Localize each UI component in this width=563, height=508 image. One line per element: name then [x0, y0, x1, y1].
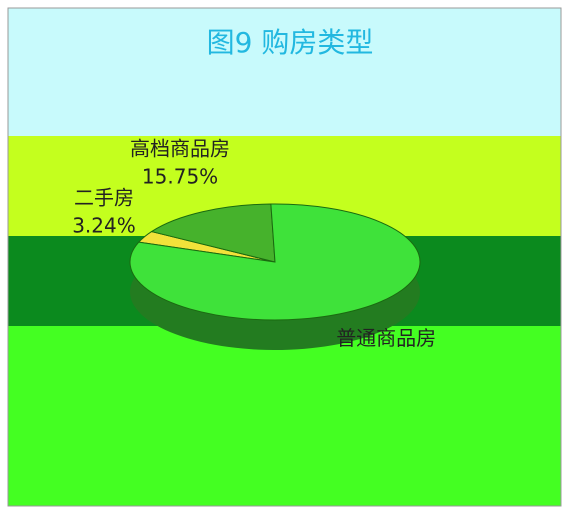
header-band — [8, 8, 561, 136]
value-label: 3.24% — [72, 213, 136, 237]
slice-label: 二手房 — [74, 185, 134, 209]
value-label: 15.75% — [142, 165, 218, 189]
lower-band — [8, 326, 561, 506]
slice-label: 高档商品房 — [130, 137, 230, 161]
chart-title: 图9 购房类型 — [207, 26, 374, 59]
slice-label: 普通商品房 — [336, 326, 436, 350]
slice — [150, 203, 276, 263]
slice — [129, 203, 421, 321]
frame — [7, 7, 562, 507]
